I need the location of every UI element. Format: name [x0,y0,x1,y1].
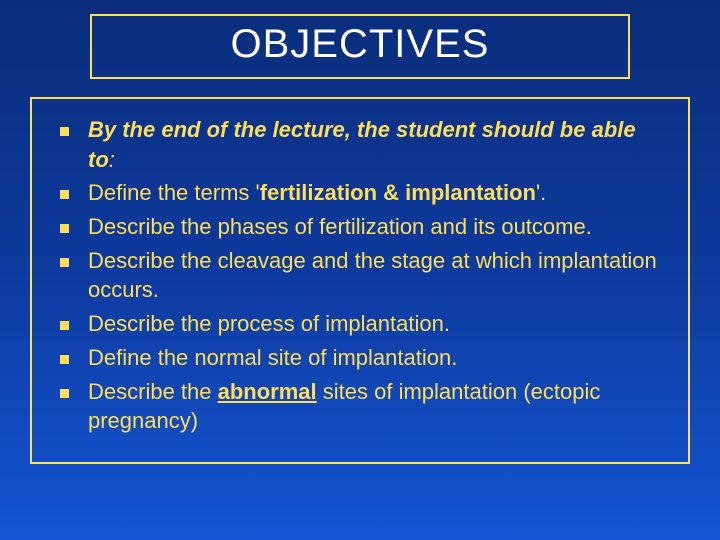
slide: OBJECTIVES By the end of the lecture, th… [0,0,720,540]
bullet-text-segment: Describe the [88,379,218,404]
bullet-text-segment: Define the normal site of implantation. [88,345,457,370]
slide-title: OBJECTIVES [92,22,628,67]
bullet-text-segment: By the end of the lecture, the student s… [88,117,636,172]
square-bullet-icon [60,321,69,330]
bullet-text-segment: : [109,147,115,172]
square-bullet-icon [60,127,69,136]
bullet-list: By the end of the lecture, the student s… [54,115,666,436]
bullet-item: Describe the phases of fertilization and… [54,212,666,242]
square-bullet-icon [60,389,69,398]
bullet-item: Describe the process of implantation. [54,309,666,339]
title-box: OBJECTIVES [90,14,630,79]
bullet-text-segment: Describe the process of implantation. [88,311,450,336]
bullet-text-segment: abnormal [218,379,317,404]
bullet-text-segment: '. [536,180,546,205]
bullet-text-segment: Describe the phases of fertilization and… [88,214,592,239]
bullet-item: Define the terms 'fertilization & implan… [54,178,666,208]
bullet-text-segment: fertilization & implantation [260,180,536,205]
square-bullet-icon [60,355,69,364]
bullet-text-segment: Describe the cleavage and the stage at w… [88,248,657,303]
bullet-item: Define the normal site of implantation. [54,343,666,373]
square-bullet-icon [60,190,69,199]
bullet-item: Describe the abnormal sites of implantat… [54,377,666,436]
content-box: By the end of the lecture, the student s… [30,97,690,464]
square-bullet-icon [60,258,69,267]
square-bullet-icon [60,224,69,233]
bullet-text-segment: Define the terms ' [88,180,260,205]
bullet-item: Describe the cleavage and the stage at w… [54,246,666,305]
bullet-item: By the end of the lecture, the student s… [54,115,666,174]
